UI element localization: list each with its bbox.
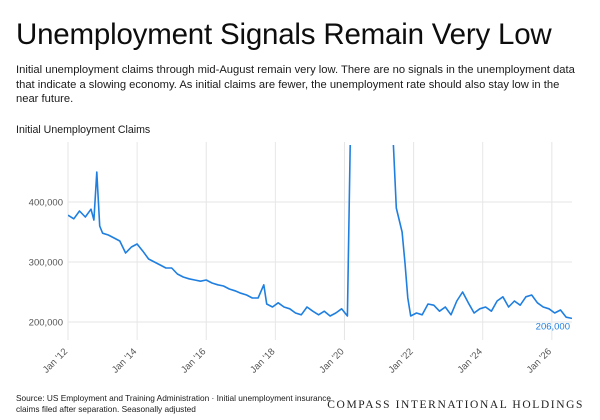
source-note: Source: US Employment and Training Admin… [16, 393, 331, 414]
x-tick-label: Jan '18 [248, 346, 277, 375]
y-tick-label: 200,000 [29, 318, 63, 329]
chart-subtitle: Initial unemployment claims through mid-… [16, 64, 575, 106]
series-line [68, 144, 351, 317]
end-value-label: 206,000 [536, 321, 570, 332]
x-tick-label: Jan '20 [317, 346, 346, 375]
brand-logo: COMPASS INTERNATIONAL HOLDINGS [327, 399, 584, 411]
x-tick-label: Jan '12 [41, 346, 70, 375]
x-tick-label: Jan '16 [179, 346, 208, 375]
y-tick-label: 300,000 [29, 258, 63, 269]
x-tick-label: Jan '14 [110, 346, 139, 375]
series-line [392, 144, 572, 320]
x-tick-label: Jan '26 [525, 346, 554, 375]
x-tick-label: Jan '24 [456, 346, 485, 375]
chart-title: Unemployment Signals Remain Very Low [16, 18, 552, 51]
chart-series-label: Initial Unemployment Claims [16, 124, 151, 136]
y-tick-label: 400,000 [29, 198, 63, 209]
x-tick-label: Jan '22 [386, 346, 415, 375]
